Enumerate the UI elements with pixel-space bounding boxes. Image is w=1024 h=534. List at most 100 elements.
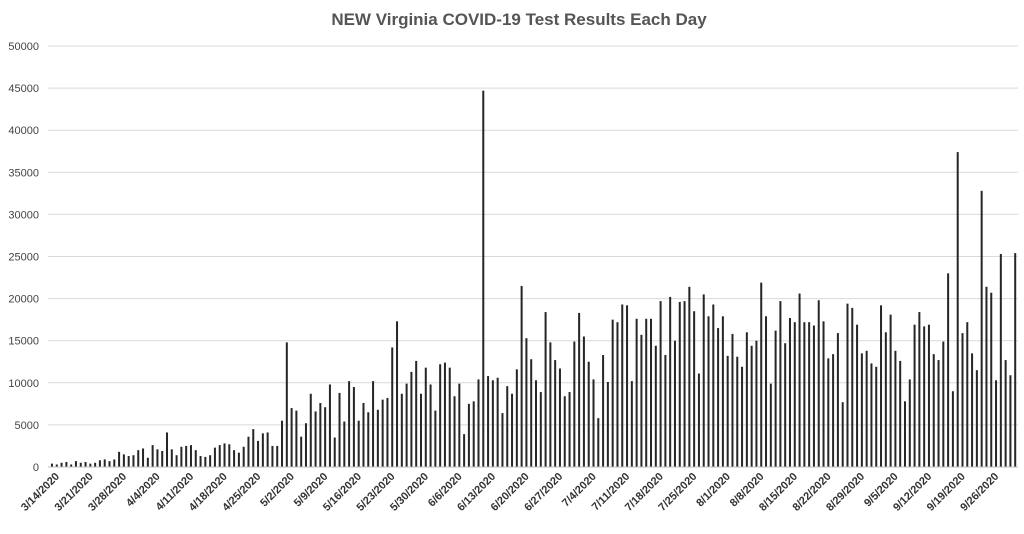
bar [832,354,835,467]
bar [693,311,696,467]
bar [990,292,993,467]
bar [156,449,159,467]
bar [611,319,614,467]
bar [189,445,192,467]
bar [453,396,456,467]
bar [755,340,758,467]
bar [846,303,849,467]
bar [333,437,336,467]
bar [673,340,676,467]
bar [841,402,844,467]
bar [923,326,926,467]
bar [683,301,686,467]
bar [860,353,863,467]
bar [357,420,360,467]
bar [678,301,681,467]
bar [89,463,92,467]
bar [400,393,403,467]
bar [741,366,744,467]
bar [578,312,581,467]
bar [1014,253,1017,467]
chart-title: NEW Virginia COVID-19 Test Results Each … [331,10,707,29]
bar [276,445,279,467]
bar [544,312,547,467]
bar [199,456,202,467]
bar [534,380,537,467]
bar [659,301,662,467]
bar [381,399,384,467]
bar [122,454,125,467]
bar [348,381,351,467]
bar [482,90,485,467]
bar [496,377,499,467]
bar [937,360,940,467]
bar [980,190,983,467]
bar [899,360,902,467]
bar [549,342,552,467]
bar [908,379,911,467]
bar [300,436,303,467]
bar [410,371,413,467]
y-tick-label: 30000 [8,209,39,221]
bar [520,285,523,467]
bar [185,445,188,467]
bar [170,449,173,467]
bar [1004,360,1007,467]
bar [213,447,216,467]
bar [563,396,566,467]
bar [525,338,528,467]
bar [894,350,897,467]
bar [927,324,930,467]
gridlines [48,45,1018,426]
bar [875,366,878,467]
bar [760,282,763,467]
bar [817,300,820,467]
bar [630,381,633,467]
bar [458,383,461,467]
bar [836,333,839,467]
bar [568,392,571,467]
bar [343,421,346,467]
bar [386,397,389,467]
bar [558,368,561,467]
bar [626,305,629,467]
bar [995,380,998,467]
bar [1009,375,1012,467]
bar [793,322,796,467]
bar [865,350,868,467]
bar [774,330,777,467]
bar [582,336,585,467]
bar [79,462,82,467]
bar [237,452,240,467]
x-axis-ticks: 3/14/20203/21/20203/28/20204/4/20204/11/… [19,471,1001,514]
bar [60,462,63,467]
bar [223,443,226,467]
bar [616,322,619,467]
bar [233,450,236,467]
bar [218,445,221,467]
bar [664,355,667,467]
bar [750,345,753,467]
bar [573,341,576,467]
bar [812,325,815,467]
y-tick-label: 40000 [8,125,39,137]
bar [228,444,231,467]
x-tick-label: 5/2/2020 [258,471,297,510]
bar [65,461,68,467]
bar [951,391,954,467]
y-tick-label: 45000 [8,83,39,95]
bar [175,455,178,467]
bar [745,332,748,467]
bar [803,322,806,467]
bar [856,324,859,467]
bar [554,360,557,467]
bar [697,373,700,467]
bar [491,380,494,467]
bar [266,432,269,467]
bar [707,316,710,467]
bar [530,359,533,467]
bar [702,294,705,467]
bar [880,305,883,467]
bar [319,403,322,467]
